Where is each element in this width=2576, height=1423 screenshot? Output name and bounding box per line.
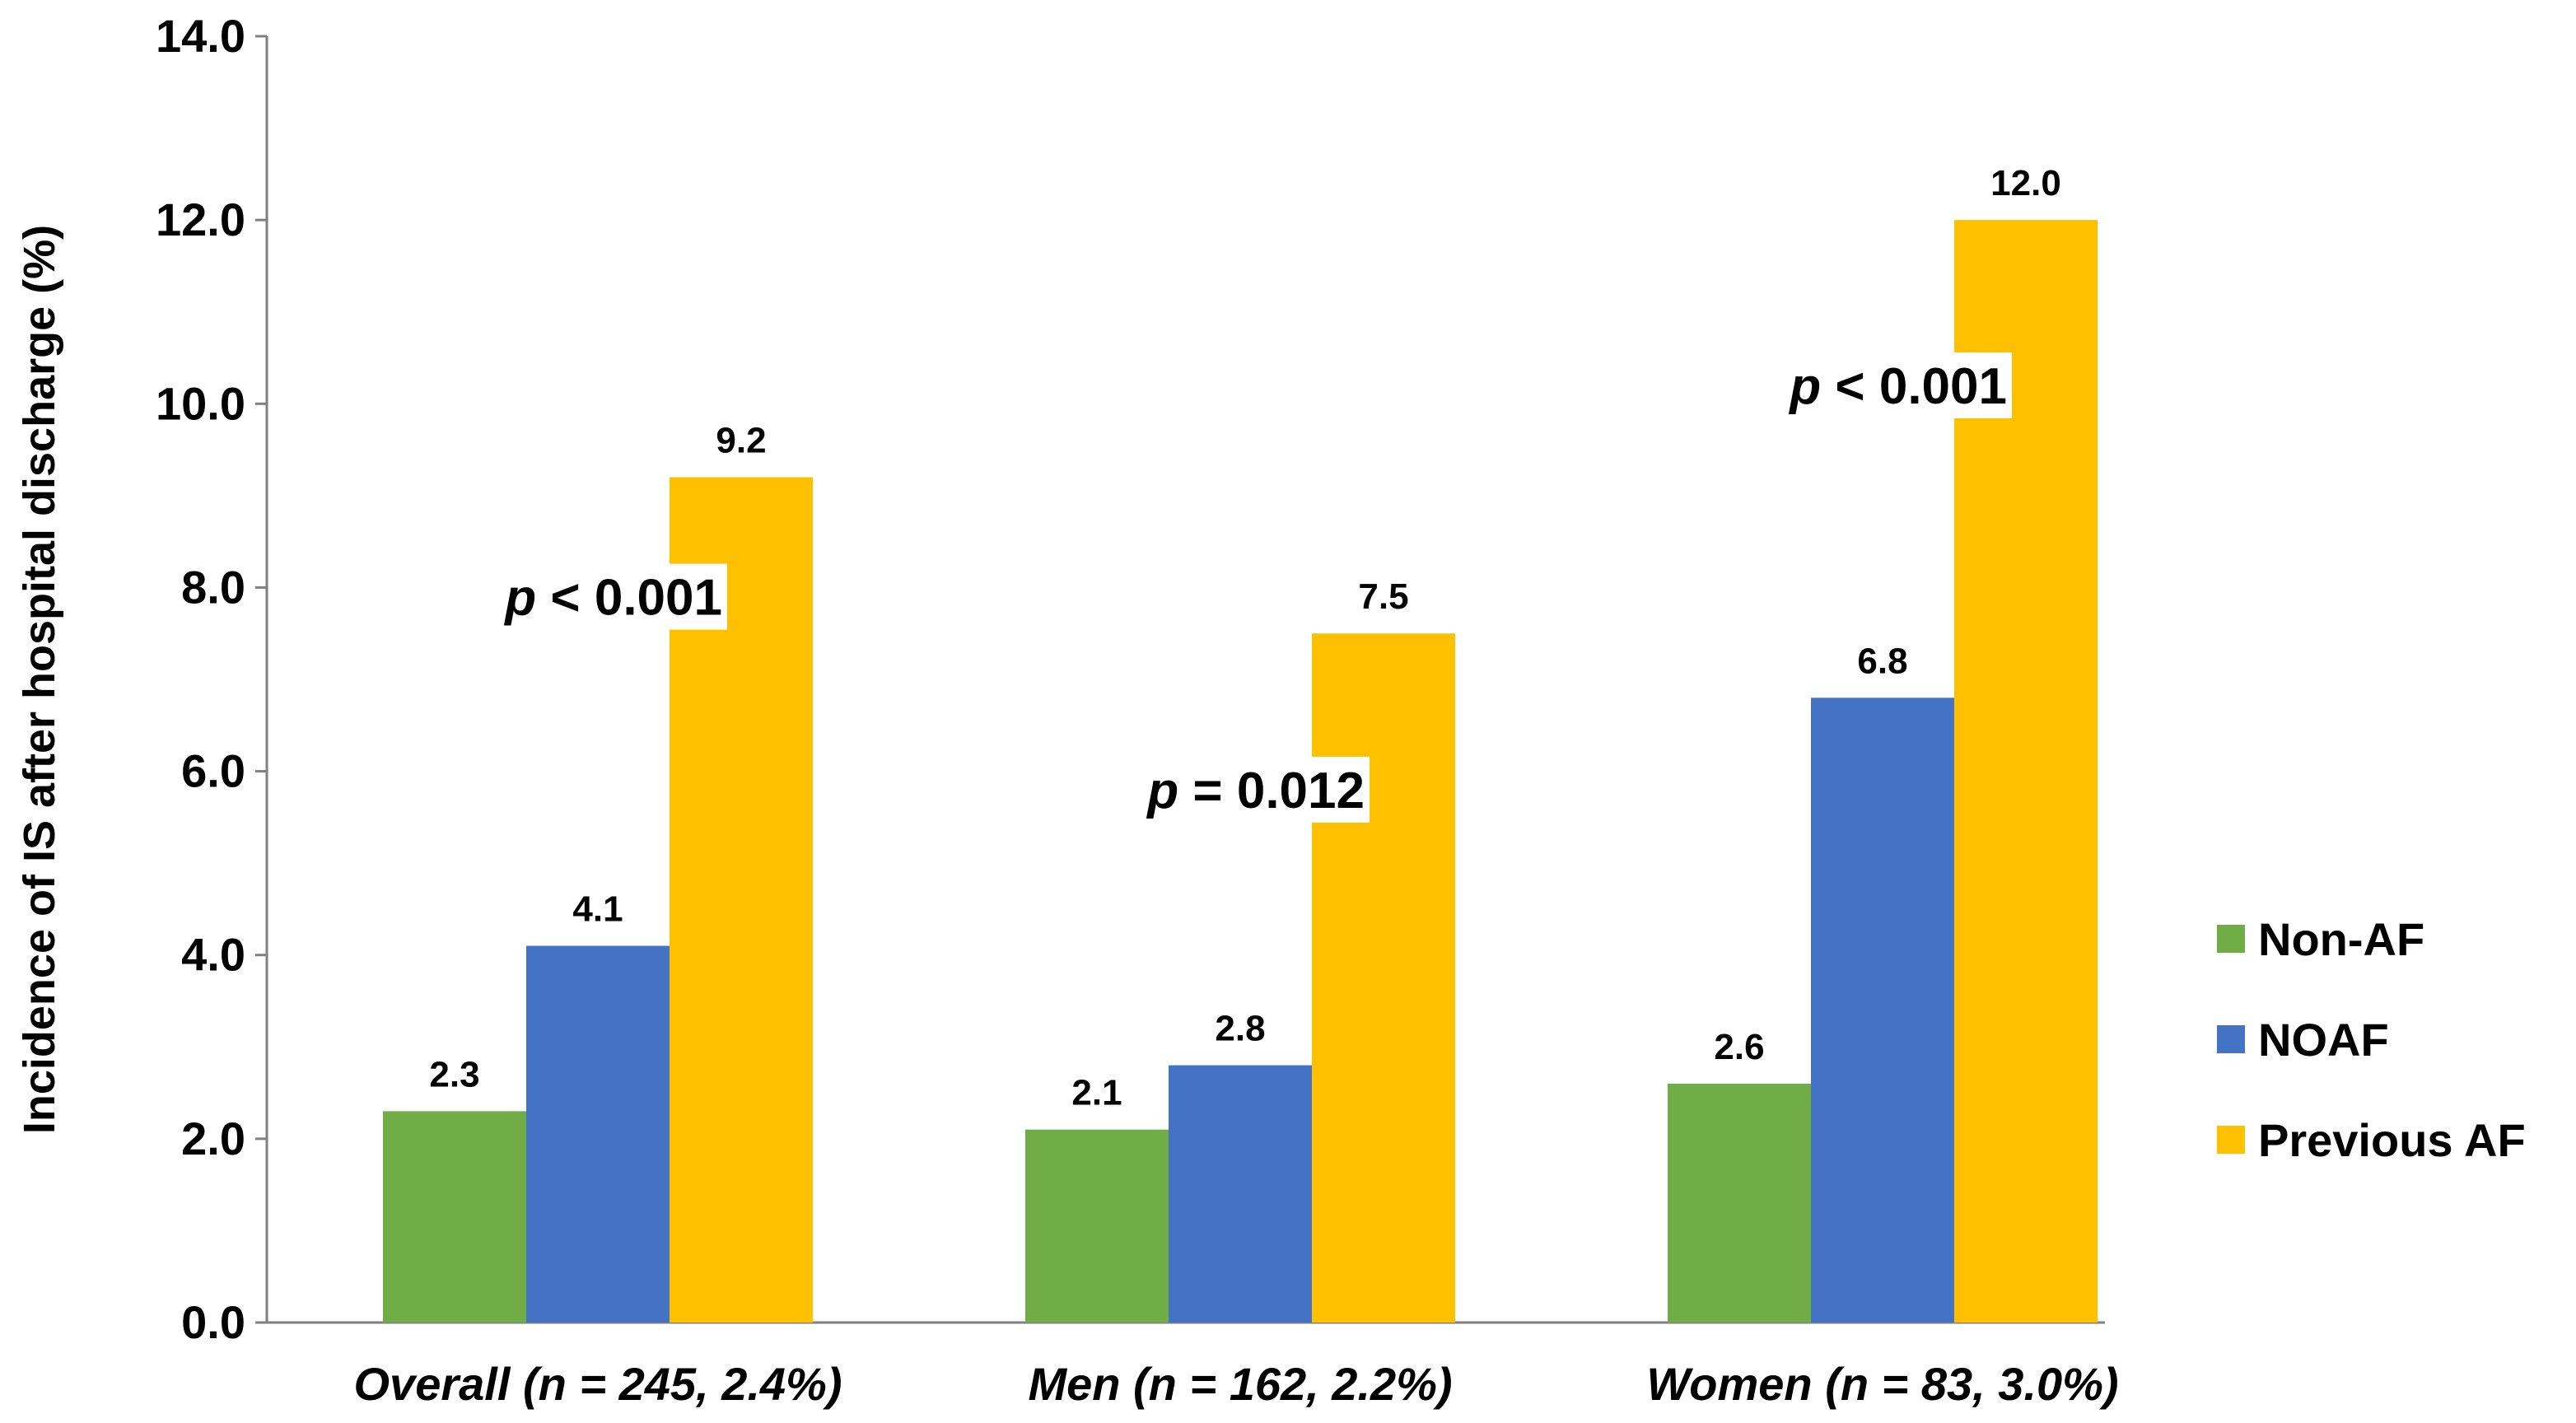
p-value-annotation: p = 0.012: [1146, 763, 1365, 819]
x-category-detail: (n = 245, 2.4%): [523, 1358, 842, 1410]
x-category-detail: (n = 83, 3.0%): [1825, 1358, 2118, 1410]
legend-swatch-noaf: [2217, 1025, 2245, 1053]
p-relation: <: [1821, 358, 1879, 415]
bar-non-af-2: [1668, 1083, 1811, 1323]
p-value: 0.012: [1237, 763, 1365, 819]
y-axis-title: Incidence of IS after hospital discharge…: [15, 225, 64, 1134]
p-relation: <: [536, 570, 595, 627]
p-symbol: p: [1788, 358, 1821, 415]
legend-item-noaf: NOAF: [2217, 1013, 2526, 1066]
bar-value-label: 7.5: [1358, 576, 1408, 617]
p-relation: =: [1178, 763, 1237, 819]
y-tick-label: 14.0: [156, 10, 245, 62]
bar-non-af-1: [1025, 1129, 1169, 1323]
y-tick-label: 0.0: [181, 1296, 245, 1348]
legend-swatch-previous-af: [2217, 1126, 2245, 1154]
x-category-label: Men (n = 162, 2.2%): [1028, 1358, 1452, 1410]
x-category-detail: (n = 162, 2.2%): [1133, 1358, 1453, 1410]
y-tick-label: 10.0: [156, 377, 245, 429]
x-category-name: Women: [1646, 1358, 1825, 1410]
legend-label-previous-af: Previous AF: [2258, 1113, 2526, 1166]
x-category-name: Men: [1028, 1358, 1133, 1410]
bar-value-label: 9.2: [716, 421, 766, 461]
legend-label-noaf: NOAF: [2258, 1013, 2389, 1066]
p-value-annotation: p < 0.001: [503, 570, 722, 627]
bar-noaf-2: [1811, 698, 1954, 1323]
p-value-box: [1948, 352, 2012, 418]
bar-value-label: 2.6: [1714, 1027, 1764, 1067]
bar-value-label: 6.8: [1857, 641, 1907, 681]
x-category-label: Overall (n = 245, 2.4%): [354, 1358, 842, 1410]
legend-item-non-af: Non-AF: [2217, 912, 2526, 965]
y-tick-label: 8.0: [181, 561, 245, 613]
p-value-box: [663, 563, 727, 630]
y-tick-label: 2.0: [181, 1113, 245, 1164]
legend: Non-AF NOAF Previous AF: [2217, 912, 2526, 1215]
p-symbol: p: [503, 570, 536, 627]
y-tick-label: 12.0: [156, 194, 245, 245]
p-symbol: p: [1146, 763, 1178, 819]
bar-value-label: 2.8: [1215, 1009, 1265, 1049]
p-value-annotation: p < 0.001: [1788, 358, 2007, 415]
legend-label-non-af: Non-AF: [2258, 912, 2425, 965]
p-value: 0.001: [1879, 358, 2007, 415]
bar-non-af-0: [383, 1111, 526, 1323]
bar-value-label: 2.1: [1071, 1073, 1122, 1113]
y-tick-label: 4.0: [181, 929, 245, 981]
y-tick-label: 6.0: [181, 745, 245, 797]
legend-item-previous-af: Previous AF: [2217, 1113, 2526, 1166]
bar-value-label: 2.3: [429, 1054, 479, 1094]
legend-swatch-non-af: [2217, 925, 2245, 953]
p-value-box: [1305, 756, 1370, 823]
bar-value-label: 12.0: [1990, 163, 2061, 203]
x-category-name: Overall: [354, 1358, 523, 1410]
bar-noaf-1: [1169, 1065, 1312, 1323]
x-category-label: Women (n = 83, 3.0%): [1646, 1358, 2118, 1410]
bar-value-label: 4.1: [572, 889, 623, 930]
bar-noaf-0: [526, 945, 670, 1323]
p-value: 0.001: [595, 570, 722, 627]
bar-previous-af-1: [1312, 633, 1455, 1323]
